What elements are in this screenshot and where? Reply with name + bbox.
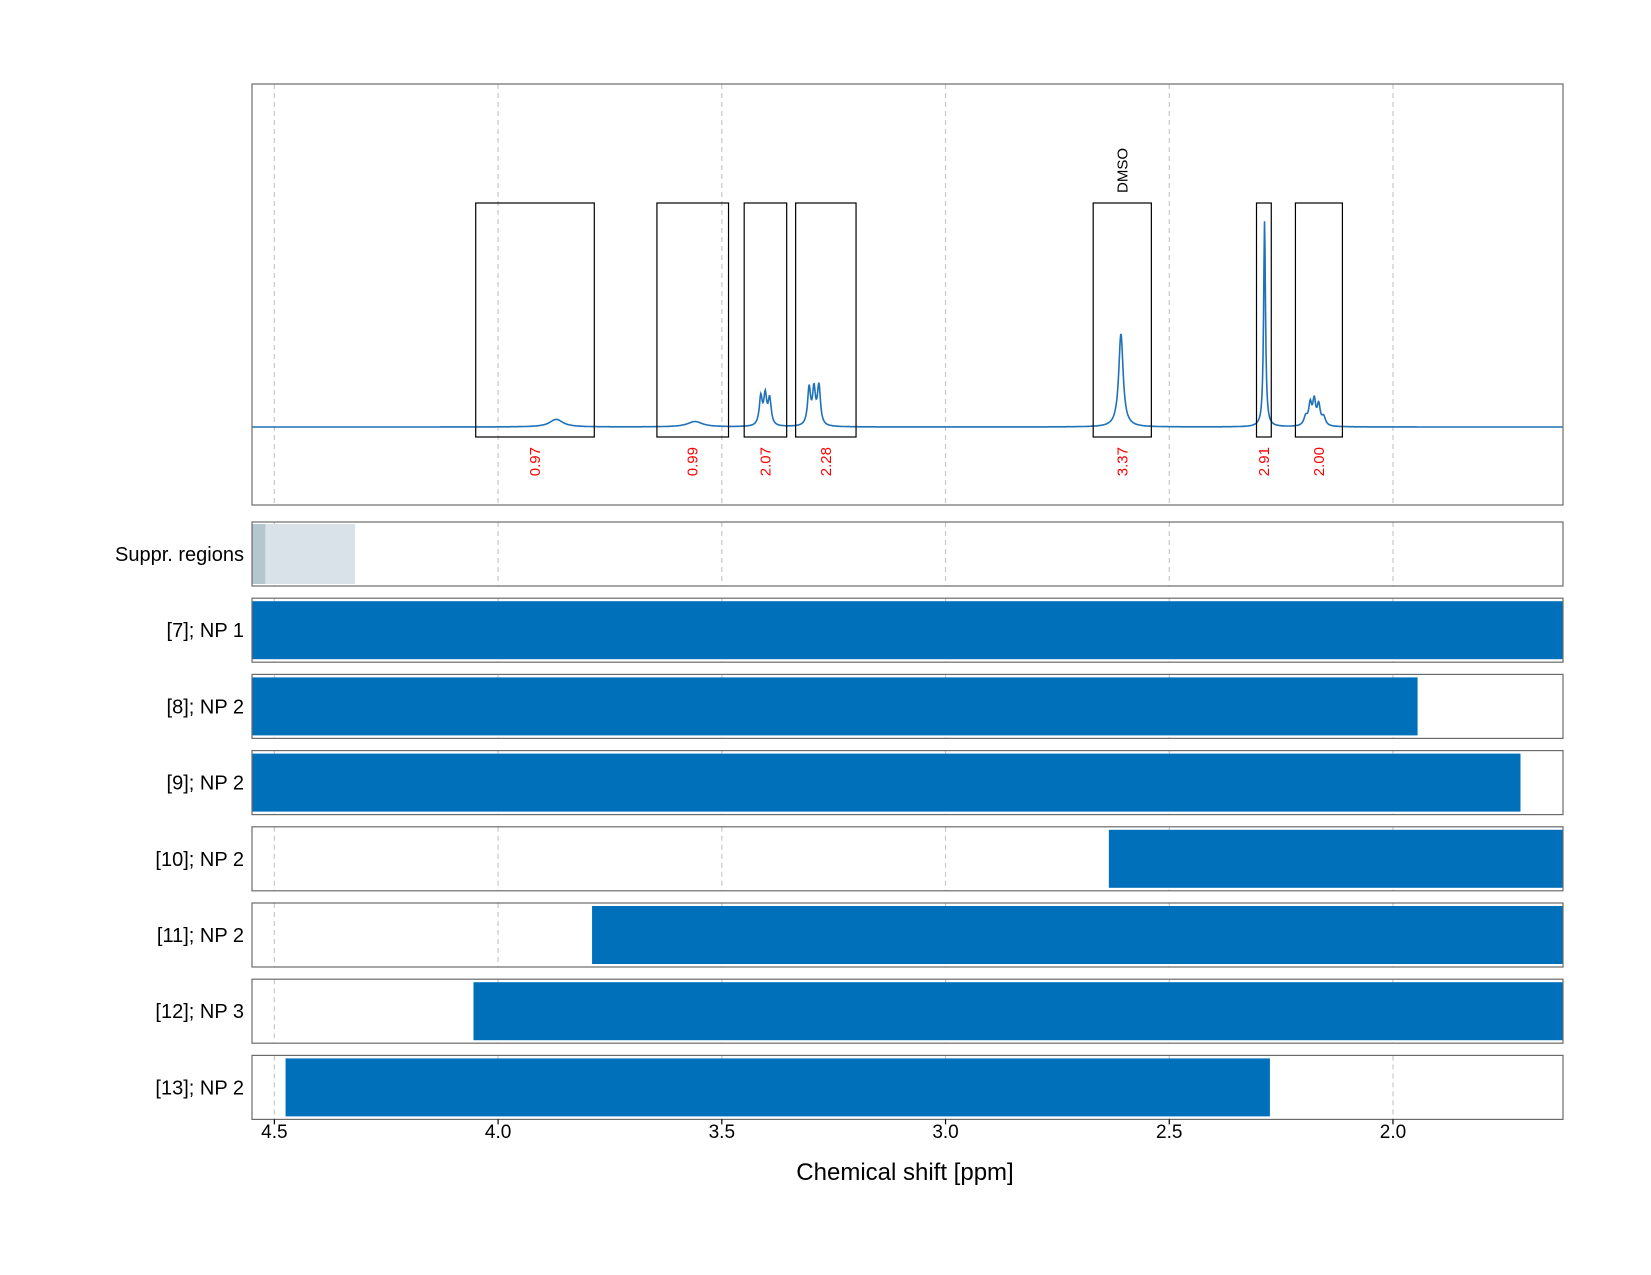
x-tick-label: 2.5 — [1156, 1122, 1182, 1143]
integration-regions: 0.97 0.99 2.07 2.28 3.37 DMSO 2.91 2.00 — [475, 148, 1344, 476]
spectrum-panel-frame — [251, 83, 1564, 506]
track-bar — [285, 1058, 1270, 1117]
integration-box — [795, 202, 857, 438]
integration-box — [1092, 202, 1152, 438]
integration-box — [1294, 202, 1344, 438]
suppressed-region — [252, 524, 266, 584]
x-tick-label: 3.0 — [932, 1122, 958, 1143]
track-label: [7]; NP 1 — [167, 620, 244, 642]
integral-value: 2.91 — [1256, 447, 1273, 476]
x-tick-label: 4.5 — [261, 1122, 287, 1143]
x-tick-label: 2.0 — [1380, 1122, 1406, 1143]
track-frame — [251, 521, 1564, 587]
region-label: DMSO — [1114, 148, 1131, 193]
track-label: [12]; NP 3 — [155, 1001, 244, 1023]
integral-value: 2.00 — [1311, 447, 1328, 476]
track-bar — [252, 753, 1521, 812]
track-label: [8]; NP 2 — [167, 696, 244, 718]
x-tick-label: 4.0 — [485, 1122, 511, 1143]
track-frame — [251, 978, 1564, 1044]
integral-value: 2.28 — [818, 447, 835, 476]
integration-box — [475, 202, 595, 438]
integral-value: 0.99 — [685, 447, 702, 476]
track-frame — [251, 749, 1564, 816]
x-axis-label: Chemical shift [ppm] — [796, 1159, 1013, 1186]
integration-box — [656, 202, 730, 438]
track-label: [10]; NP 2 — [155, 849, 244, 871]
track-bar — [252, 677, 1418, 736]
track-label: [11]; NP 2 — [157, 925, 244, 947]
track-frame — [251, 597, 1564, 663]
track-bar — [252, 601, 1563, 660]
x-axis: 4.5 4.0 3.5 3.0 2.5 2.0 — [261, 1119, 1406, 1143]
x-tick-label: 3.5 — [709, 1122, 735, 1143]
integration-box — [1255, 202, 1272, 438]
integral-value: 3.37 — [1114, 447, 1131, 476]
track-frame — [251, 1054, 1564, 1121]
tracks: Suppr. regions [7]; NP 1 [8]; NP 2 [9]; NP … — [115, 521, 1564, 1121]
track-label: [13]; NP 2 — [155, 1077, 244, 1099]
integration-box — [743, 202, 788, 438]
suppressed-region — [265, 524, 355, 584]
integral-value: 2.07 — [757, 447, 774, 476]
track-bar — [592, 906, 1563, 964]
track-bar — [1108, 829, 1563, 888]
track-label: Suppr. regions — [115, 544, 244, 566]
track-label: [9]; NP 2 — [167, 773, 244, 795]
integral-value: 0.97 — [527, 447, 544, 476]
track-frame — [251, 826, 1564, 892]
track-frame — [251, 673, 1564, 740]
spectrum-line — [252, 221, 1563, 428]
track-bar — [473, 982, 1564, 1041]
track-frame — [251, 902, 1564, 968]
